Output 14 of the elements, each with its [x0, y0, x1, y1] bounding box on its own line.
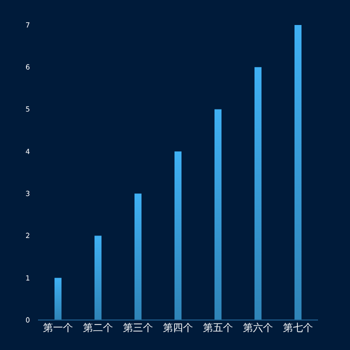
x-tick-label: 第五个 — [203, 322, 233, 334]
x-tick-label: 第一个 — [43, 322, 73, 334]
bar — [174, 151, 182, 320]
bar — [94, 236, 102, 320]
bar — [254, 67, 262, 320]
x-tick-label: 第二个 — [83, 322, 113, 334]
bar — [134, 194, 142, 320]
x-tick-label: 第三个 — [123, 322, 153, 334]
x-tick-label: 第七个 — [283, 322, 313, 334]
x-tick-label: 第六个 — [243, 322, 273, 334]
x-tick-label: 第四个 — [163, 322, 193, 334]
bar — [54, 278, 62, 320]
bar — [214, 109, 222, 320]
bar — [294, 25, 302, 320]
